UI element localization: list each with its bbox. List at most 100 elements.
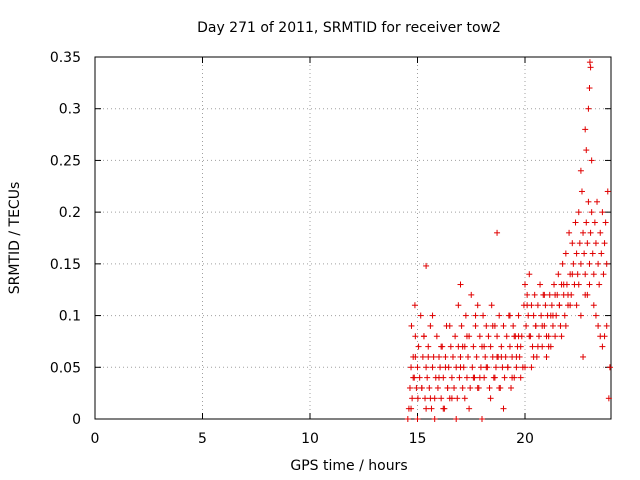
data-point	[517, 343, 524, 350]
data-point	[546, 291, 553, 298]
data-point	[586, 85, 593, 92]
x-tick-label: 10	[301, 431, 319, 447]
x-tick-label: 5	[198, 431, 207, 447]
data-point	[500, 322, 507, 329]
data-point	[597, 333, 604, 340]
x-tick-label: 0	[91, 431, 100, 447]
y-axis-label: SRMTID / TECUs	[7, 182, 23, 295]
data-point	[429, 364, 436, 371]
data-point	[422, 395, 429, 402]
data-point	[522, 281, 528, 288]
data-point	[462, 312, 469, 319]
data-point	[472, 312, 479, 319]
data-point	[525, 312, 532, 319]
data-point	[457, 353, 464, 360]
data-point	[425, 343, 432, 350]
data-point	[560, 281, 567, 288]
data-point	[581, 250, 588, 257]
data-point	[539, 322, 546, 329]
data-point	[499, 364, 506, 371]
data-point	[577, 167, 584, 174]
data-point	[409, 395, 416, 402]
data-point	[562, 250, 569, 257]
data-point	[483, 322, 490, 329]
data-point	[440, 405, 447, 412]
data-point	[496, 384, 503, 391]
data-point	[552, 333, 559, 340]
data-point	[524, 302, 531, 309]
data-point	[457, 364, 464, 371]
data-point	[606, 364, 613, 371]
data-point	[429, 312, 436, 319]
data-point	[590, 302, 597, 309]
data-points	[404, 59, 613, 422]
grid	[95, 57, 611, 419]
data-point	[584, 240, 591, 247]
data-point	[543, 353, 550, 360]
data-point	[605, 395, 612, 402]
data-point	[588, 157, 595, 164]
data-point	[501, 374, 508, 381]
data-point	[574, 271, 581, 278]
data-point	[537, 281, 544, 288]
data-point	[545, 343, 552, 350]
data-point	[575, 281, 582, 288]
data-point	[604, 188, 611, 195]
data-point	[558, 333, 565, 340]
data-point	[457, 281, 464, 288]
data-point	[575, 209, 582, 216]
data-point	[513, 353, 520, 360]
data-point	[513, 364, 520, 371]
data-point	[572, 219, 579, 226]
data-point	[549, 322, 556, 329]
data-point	[587, 229, 594, 236]
data-point	[498, 343, 505, 350]
data-point	[585, 105, 592, 112]
data-point	[573, 250, 580, 257]
data-point	[592, 240, 599, 247]
data-point	[491, 374, 498, 381]
data-point	[556, 302, 563, 309]
data-point	[424, 374, 431, 381]
data-point	[590, 271, 597, 278]
data-point	[442, 364, 449, 371]
data-point	[565, 291, 571, 298]
data-point	[573, 302, 580, 309]
data-point	[541, 291, 548, 298]
data-point	[458, 322, 465, 329]
data-point	[591, 219, 598, 226]
data-point	[592, 312, 599, 319]
data-point	[552, 291, 559, 298]
data-point	[603, 322, 610, 329]
data-point	[598, 250, 605, 257]
data-point	[449, 353, 456, 360]
data-point	[451, 384, 458, 391]
data-point	[549, 312, 556, 319]
data-point	[517, 374, 524, 381]
chart-title: Day 271 of 2011, SRMTID for receiver tow…	[197, 20, 501, 36]
data-point	[416, 374, 423, 381]
data-point	[577, 312, 584, 319]
data-point	[423, 364, 430, 371]
data-point	[480, 312, 487, 319]
data-point	[459, 384, 466, 391]
axis-ticks: 0 5 10 15 20 0 0.05 0.1 0.15 0.2 0.25 0.3 0.35	[50, 50, 611, 447]
data-point	[576, 240, 583, 247]
data-point	[551, 281, 558, 288]
data-point	[588, 209, 595, 216]
data-point	[580, 229, 587, 236]
data-point	[569, 240, 576, 247]
data-point	[481, 343, 488, 350]
data-point	[526, 333, 533, 340]
data-point	[524, 291, 531, 298]
data-point	[597, 229, 604, 236]
y-tick-label: 0.15	[50, 257, 81, 273]
data-point	[599, 209, 606, 216]
x-axis-label: GPS time / hours	[290, 458, 407, 474]
data-point	[599, 343, 606, 350]
data-point	[503, 333, 510, 340]
data-point	[447, 343, 454, 350]
data-point	[423, 405, 430, 412]
data-point	[492, 364, 499, 371]
